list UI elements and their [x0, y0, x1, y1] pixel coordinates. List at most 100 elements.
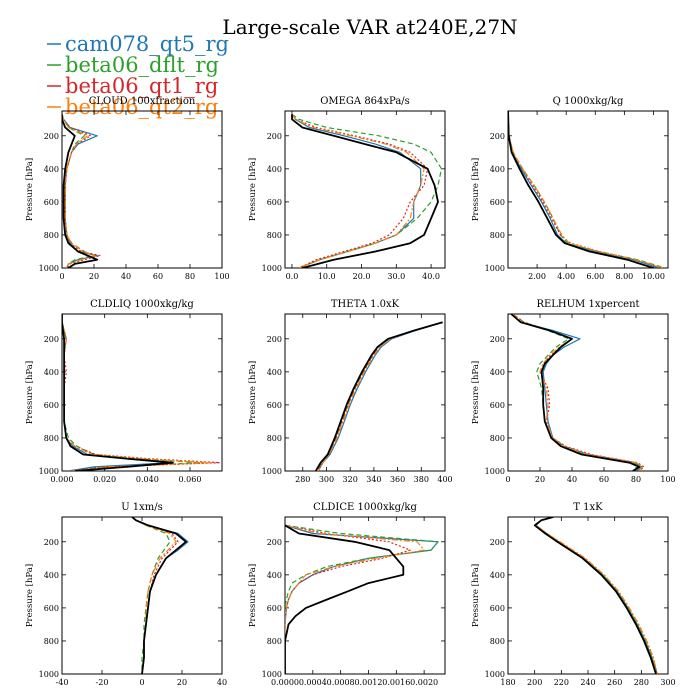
y-tick-label: 600	[267, 198, 282, 207]
series-group	[131, 517, 189, 674]
y-tick-label: 1000	[39, 467, 59, 476]
x-tick-label: 0.060	[179, 475, 202, 484]
y-axis-label: Pressure [hPa]	[248, 361, 258, 424]
y-tick-label: 600	[44, 401, 59, 410]
y-tick-label: 800	[267, 231, 282, 240]
y-tick-label: 200	[267, 335, 282, 344]
x-tick-label: 260	[607, 678, 622, 687]
x-tick-label: -20	[96, 678, 109, 687]
y-tick-label: 600	[490, 401, 505, 410]
series-group	[285, 524, 439, 674]
x-tick-label: 280	[634, 678, 649, 687]
y-tick-label: 600	[267, 604, 282, 613]
series-line-reference	[131, 517, 187, 674]
y-tick-label: 1000	[262, 467, 282, 476]
y-axis-label: Pressure [hPa]	[25, 158, 35, 221]
series-group	[62, 114, 102, 268]
x-tick-label: 60	[153, 272, 163, 281]
panel-title: CLOUD 100xfraction	[89, 96, 196, 107]
panel-2: OMEGA 864xPa/s Pressure [hPa] 200 400 600 800…	[248, 96, 446, 281]
y-tick-label: 400	[490, 368, 505, 377]
panel-title: Q 1000xkg/kg	[553, 96, 624, 107]
y-tick-label: 1000	[39, 264, 59, 273]
series-group	[533, 517, 658, 674]
panel-title: THETA 1.0xK	[331, 299, 400, 310]
series-line-cam078_qt5_rg	[131, 517, 189, 674]
x-tick-label: 0.040	[136, 475, 159, 484]
y-tick-label: 800	[44, 637, 59, 646]
y-tick-label: 800	[490, 231, 505, 240]
x-tick-label: 0	[505, 475, 510, 484]
plot-frame	[61, 313, 223, 472]
x-tick-label: 30.0	[387, 272, 405, 281]
x-tick-label: 20.0	[353, 272, 371, 281]
panel-5: THETA 1.0xK Pressure [hPa] 200 400 600 800 100…	[248, 299, 453, 484]
panel-4: CLDLIQ 1000xkg/kg Pressure [hPa] 200 400 600…	[25, 299, 223, 484]
x-tick-label: 4.00	[557, 272, 575, 281]
plot-frame	[284, 110, 446, 269]
x-tick-label: 0.0012	[354, 678, 382, 687]
x-tick-label: 60	[599, 475, 609, 484]
y-tick-label: 800	[44, 231, 59, 240]
legend-item: cam078_qt5_rg	[65, 32, 229, 56]
x-tick-label: 40	[121, 272, 131, 281]
series-line-beta06_qt1_rg	[62, 314, 221, 471]
y-axis-label: Pressure [hPa]	[471, 361, 481, 424]
y-tick-label: 800	[44, 434, 59, 443]
x-tick-label: 6.00	[586, 272, 604, 281]
legend-item: beta06_qt1_rg	[65, 74, 218, 98]
y-tick-label: 600	[267, 401, 282, 410]
x-tick-label: 10.0	[318, 272, 336, 281]
series-line-cam078_qt5_rg	[62, 114, 98, 268]
x-tick-label: 280	[295, 475, 310, 484]
x-tick-label: 0.0004	[299, 678, 327, 687]
series-group	[510, 314, 645, 471]
series-line-beta06_dflt_rg	[285, 524, 439, 674]
y-tick-label: 1000	[262, 670, 282, 679]
series-line-beta06_qt2_rg	[131, 517, 177, 674]
plot-frame	[507, 110, 669, 269]
y-tick-label: 400	[44, 368, 59, 377]
x-tick-label: 320	[343, 475, 358, 484]
series-line-beta06_qt1_rg	[285, 524, 411, 674]
series-line-cam078_qt5_rg	[285, 524, 439, 674]
series-line-beta06_qt1_rg	[512, 314, 645, 471]
series-line-reference	[533, 517, 657, 674]
series-line-reference	[62, 314, 174, 471]
x-tick-label: 300	[319, 475, 334, 484]
y-tick-label: 200	[267, 132, 282, 141]
y-axis-label: Pressure [hPa]	[25, 361, 35, 424]
series-line-beta06_qt1_rg	[316, 321, 443, 471]
y-tick-label: 1000	[485, 264, 505, 273]
y-axis-label: Pressure [hPa]	[248, 158, 258, 221]
y-tick-label: 600	[44, 198, 59, 207]
x-tick-label: 0.0008	[327, 678, 355, 687]
y-tick-label: 1000	[39, 670, 59, 679]
x-tick-label: 380	[414, 475, 429, 484]
panel-title: T 1xK	[573, 502, 603, 513]
x-tick-label: 8.00	[615, 272, 633, 281]
x-tick-label: 0	[59, 272, 64, 281]
x-tick-label: 220	[554, 678, 569, 687]
y-tick-label: 1000	[485, 670, 505, 679]
y-tick-label: 200	[490, 132, 505, 141]
x-tick-label: 40.0	[422, 272, 440, 281]
x-tick-label: 0.0016	[382, 678, 410, 687]
y-axis-label: Pressure [hPa]	[471, 158, 481, 221]
series-group	[508, 111, 666, 268]
plot-frame	[284, 516, 446, 675]
plot-frame	[61, 110, 223, 269]
plot-frame	[507, 313, 669, 472]
y-tick-label: 200	[44, 335, 59, 344]
y-axis-label: Pressure [hPa]	[471, 564, 481, 627]
panel-8: CLDICE 1000xkg/kg Pressure [hPa] 200 400 600…	[248, 502, 446, 687]
x-tick-label: 0.020	[93, 475, 116, 484]
y-tick-label: 400	[267, 368, 282, 377]
y-tick-label: 600	[490, 604, 505, 613]
x-tick-label: 2.00	[528, 272, 546, 281]
y-tick-label: 600	[44, 604, 59, 613]
